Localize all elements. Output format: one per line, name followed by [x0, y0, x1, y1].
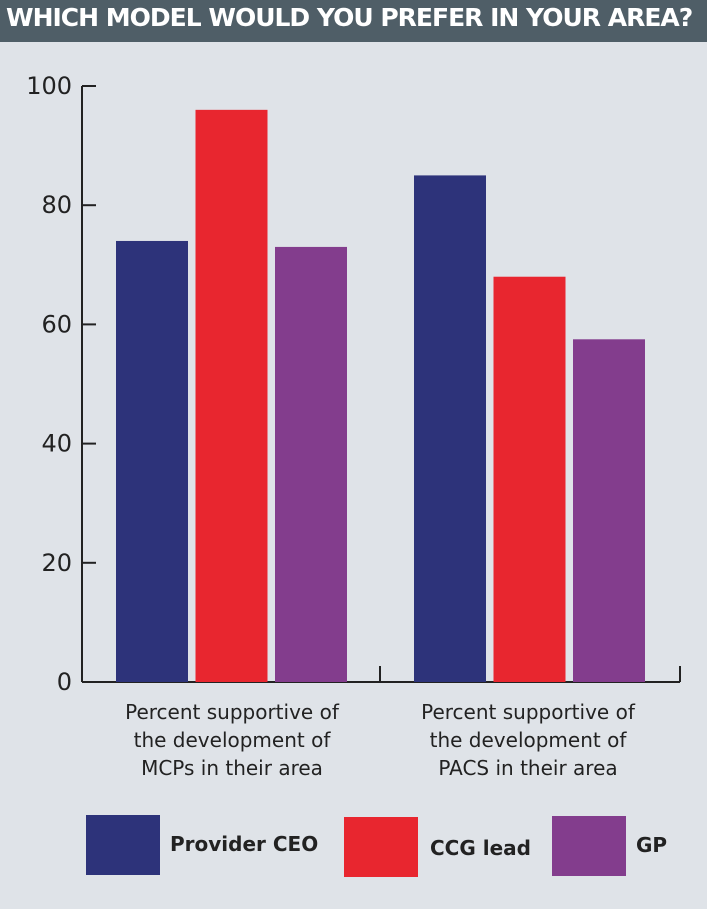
category-label-0-line-0: Percent supportive of [125, 700, 340, 724]
legend-swatch-gp [552, 816, 626, 876]
category-label-0-line-2: MCPs in their area [141, 756, 323, 780]
legend-swatch-ccg-lead [344, 817, 418, 877]
y-tick-label-20: 20 [41, 549, 72, 577]
y-tick-label-0: 0 [57, 668, 72, 696]
legend-swatch-provider-ceo [86, 815, 160, 875]
bar-gp-1 [573, 339, 645, 682]
category-label-1-line-2: PACS in their area [438, 756, 617, 780]
bar-provider-ceo-1 [414, 175, 486, 682]
y-tick-label-100: 100 [26, 72, 72, 100]
chart-title: WHICH MODEL WOULD YOU PREFER IN YOUR ARE… [6, 3, 693, 32]
category-label-0-line-1: the development of [134, 728, 332, 752]
bar-provider-ceo-0 [116, 240, 188, 682]
bar-ccg-lead-1 [493, 276, 566, 682]
legend-label-provider-ceo: Provider CEO [170, 832, 318, 856]
category-label-1-line-1: the development of [430, 728, 628, 752]
category-label-1-line-0: Percent supportive of [421, 700, 636, 724]
bar-gp-0 [275, 246, 347, 683]
legend-label-gp: GP [636, 833, 667, 857]
legend-label-ccg-lead: CCG lead [430, 836, 531, 860]
y-tick-label-60: 60 [41, 310, 72, 338]
y-tick-label-40: 40 [41, 430, 72, 458]
title-bar: WHICH MODEL WOULD YOU PREFER IN YOUR ARE… [0, 0, 707, 42]
bar-ccg-lead-0 [195, 109, 268, 683]
y-tick-label-80: 80 [41, 191, 72, 219]
